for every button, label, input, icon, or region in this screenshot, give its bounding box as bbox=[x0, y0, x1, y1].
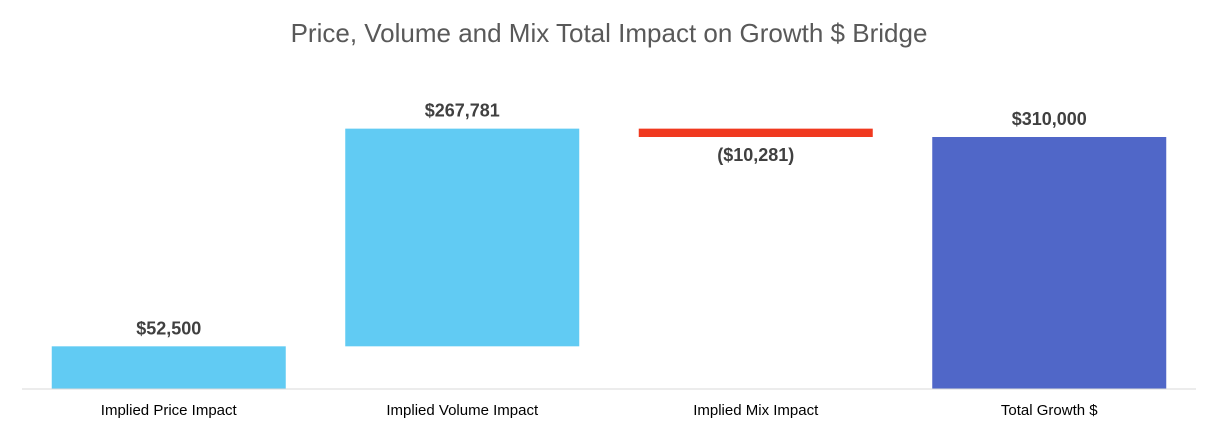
bars-group bbox=[52, 129, 1167, 389]
value-label: $52,500 bbox=[136, 318, 201, 338]
bar-implied-volume-impact bbox=[345, 129, 579, 347]
value-label: $310,000 bbox=[1012, 109, 1087, 129]
category-label: Total Growth $ bbox=[1001, 402, 1098, 419]
category-labels-group: Implied Price Impact Implied Volume Impac… bbox=[101, 402, 1098, 419]
category-label: Implied Mix Impact bbox=[693, 402, 819, 419]
category-label: Implied Volume Impact bbox=[386, 402, 539, 419]
bar-implied-mix-impact bbox=[639, 129, 873, 137]
bar-total-growth bbox=[932, 137, 1166, 389]
value-label: $267,781 bbox=[425, 101, 500, 121]
category-label: Implied Price Impact bbox=[101, 402, 238, 419]
value-label: ($10,281) bbox=[717, 145, 794, 165]
waterfall-chart: Price, Volume and Mix Total Impact on Gr… bbox=[0, 0, 1218, 432]
bar-implied-price-impact bbox=[52, 346, 286, 389]
chart-title: Price, Volume and Mix Total Impact on Gr… bbox=[291, 18, 928, 48]
